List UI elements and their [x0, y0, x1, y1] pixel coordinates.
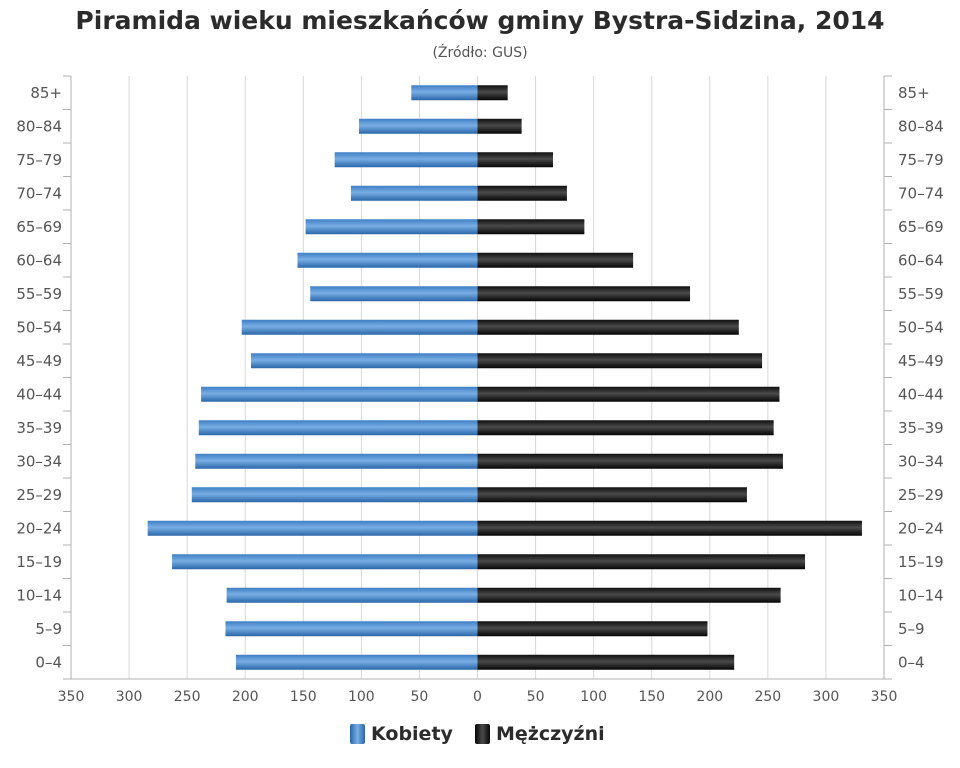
bar-mezczyzni [477, 252, 634, 268]
x-tick-label: 300 [813, 689, 840, 705]
category-label-right: 65–69 [898, 218, 944, 236]
category-label-right: 15–19 [898, 553, 944, 571]
category-label-left: 25–29 [16, 486, 62, 504]
bar-kobiety [147, 520, 478, 536]
bar-mezczyzni [477, 185, 567, 201]
x-tick-label: 50 [411, 689, 429, 705]
x-tick-label: 300 [116, 689, 143, 705]
bar-kobiety [225, 621, 478, 637]
category-label-left: 0–4 [35, 653, 62, 671]
category-label-left: 10–14 [16, 586, 62, 604]
x-tick-label: 100 [348, 689, 375, 705]
category-label-right: 35–39 [898, 419, 944, 437]
bar-kobiety [241, 319, 478, 335]
category-label-right: 40–44 [898, 385, 944, 403]
bar-kobiety [251, 353, 478, 369]
bar-mezczyzni [477, 420, 774, 436]
x-tick-label: 250 [174, 689, 201, 705]
category-label-right: 85+ [898, 84, 930, 102]
category-label-left: 35–39 [16, 419, 62, 437]
bar-kobiety [195, 453, 478, 469]
bar-kobiety [350, 185, 478, 201]
category-label-right: 10–14 [898, 586, 944, 604]
category-label-left: 85+ [30, 84, 62, 102]
category-label-left: 20–24 [16, 519, 62, 537]
x-tick-label: 150 [638, 689, 665, 705]
chart-title: Piramida wieku mieszkańców gminy Bystra-… [75, 6, 885, 35]
bar-mezczyzni [477, 152, 553, 168]
category-label-left: 55–59 [16, 285, 62, 303]
legend-label-men: Mężczyźni [496, 723, 605, 745]
category-label-right: 5–9 [898, 620, 925, 638]
bar-mezczyzni [477, 386, 780, 402]
category-label-right: 20–24 [898, 519, 944, 537]
bars [147, 85, 862, 670]
bar-mezczyzni [477, 520, 862, 536]
legend-item-women[interactable]: Kobiety [350, 723, 453, 745]
category-label-right: 80–84 [898, 117, 944, 135]
category-label-left: 70–74 [16, 184, 62, 202]
bar-kobiety [226, 587, 478, 603]
category-label-right: 25–29 [898, 486, 944, 504]
bar-kobiety [172, 554, 478, 570]
x-tick-label: 350 [871, 689, 898, 705]
bar-kobiety [198, 420, 478, 436]
bar-mezczyzni [477, 587, 781, 603]
bar-mezczyzni [477, 286, 691, 302]
legend-label-women: Kobiety [371, 723, 453, 745]
category-label-left: 30–34 [16, 452, 62, 470]
category-label-right: 50–54 [898, 318, 944, 336]
category-label-left: 40–44 [16, 385, 62, 403]
category-label-left: 65–69 [16, 218, 62, 236]
x-tick-label: 0 [473, 689, 482, 705]
category-label-right: 30–34 [898, 452, 944, 470]
category-label-left: 50–54 [16, 318, 62, 336]
legend-item-men[interactable]: Mężczyźni [475, 723, 605, 745]
x-tick-label: 350 [58, 689, 85, 705]
bar-kobiety [235, 654, 478, 670]
bar-kobiety [297, 252, 478, 268]
bar-mezczyzni [477, 85, 508, 101]
bar-kobiety [201, 386, 478, 402]
chart-subtitle: (Źródło: GUS) [432, 45, 528, 61]
x-tick-label: 200 [696, 689, 723, 705]
bar-kobiety [411, 85, 478, 101]
bar-mezczyzni [477, 353, 763, 369]
bar-kobiety [310, 286, 478, 302]
category-label-right: 0–4 [898, 653, 925, 671]
x-tick-label: 150 [290, 689, 317, 705]
bar-kobiety [334, 152, 478, 168]
bar-mezczyzni [477, 319, 739, 335]
category-label-left: 45–49 [16, 352, 62, 370]
x-tick-label: 250 [754, 689, 781, 705]
bar-kobiety [191, 487, 478, 503]
category-label-right: 55–59 [898, 285, 944, 303]
bar-mezczyzni [477, 118, 522, 134]
bar-mezczyzni [477, 487, 747, 503]
category-label-right: 75–79 [898, 151, 944, 169]
x-tick-label: 50 [527, 689, 545, 705]
category-label-left: 75–79 [16, 151, 62, 169]
category-label-right: 60–64 [898, 251, 944, 269]
bar-mezczyzni [477, 219, 585, 235]
bar-kobiety [359, 118, 478, 134]
x-tick-label: 200 [232, 689, 259, 705]
x-tick-label: 100 [580, 689, 607, 705]
bar-mezczyzni [477, 621, 708, 637]
category-label-right: 70–74 [898, 184, 944, 202]
category-label-left: 60–64 [16, 251, 62, 269]
category-label-right: 45–49 [898, 352, 944, 370]
category-label-left: 5–9 [35, 620, 62, 638]
bar-mezczyzni [477, 654, 735, 670]
category-label-left: 15–19 [16, 553, 62, 571]
category-label-left: 80–84 [16, 117, 62, 135]
legend-swatch-women [350, 724, 365, 744]
bar-mezczyzni [477, 453, 783, 469]
axes: 350 300 250 200 150 100 50 0 50 100 150 200 250 300 35… [16, 75, 944, 705]
bar-mezczyzni [477, 554, 806, 570]
bar-kobiety [305, 219, 478, 235]
legend-swatch-men [475, 724, 490, 744]
